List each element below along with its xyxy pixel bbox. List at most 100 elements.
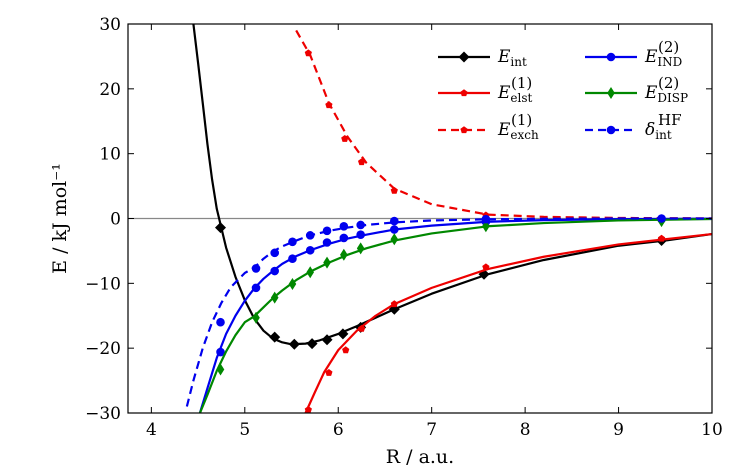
series-line-dhf xyxy=(185,217,712,407)
data-point-ind xyxy=(390,225,399,234)
legend-superscript-exch: (1) xyxy=(511,111,532,129)
data-point-disp xyxy=(306,266,315,279)
x-tick-label: 4 xyxy=(146,420,157,440)
x-tick-label: 9 xyxy=(613,420,624,440)
legend-superscript-disp: (2) xyxy=(658,74,679,92)
x-tick-label: 7 xyxy=(426,420,437,440)
x-tick-label: 6 xyxy=(333,420,344,440)
data-point-ind xyxy=(322,238,332,247)
data-point-elst xyxy=(325,369,333,376)
data-point-int xyxy=(337,328,349,340)
data-point-dhf xyxy=(390,216,399,226)
legend-label-dhf: δint xyxy=(645,120,672,142)
data-point-dhf xyxy=(305,231,315,240)
data-point-elst xyxy=(482,263,490,271)
y-tick-label: 0 xyxy=(110,210,121,230)
data-point-dhf xyxy=(288,237,297,247)
legend-marker-elst xyxy=(460,89,468,97)
data-point-ind xyxy=(251,283,261,293)
data-point-dhf xyxy=(251,264,261,273)
y-tick-label: 10 xyxy=(99,145,121,165)
legend-label-elst: Eelst xyxy=(497,83,533,105)
data-point-disp xyxy=(288,277,297,290)
data-point-int xyxy=(215,222,227,234)
x-tick-label: 10 xyxy=(701,420,723,440)
data-point-dhf xyxy=(270,248,280,258)
series-layer xyxy=(185,24,712,413)
data-point-ind xyxy=(288,254,297,263)
legend-superscript-elst: (1) xyxy=(511,74,532,92)
data-point-ind xyxy=(305,245,315,255)
legend-marker-ind xyxy=(606,52,616,62)
data-point-dhf xyxy=(339,221,349,231)
data-point-exch xyxy=(390,186,398,194)
data-point-disp xyxy=(270,291,279,304)
data-point-disp xyxy=(216,363,225,376)
legend-entry-elst: Eelst(1) xyxy=(438,74,533,105)
data-point-elst xyxy=(657,234,666,242)
legend-superscript-ind: (2) xyxy=(658,38,679,56)
series-elst xyxy=(304,232,712,413)
x-tick-label: 5 xyxy=(239,420,250,440)
series-exch xyxy=(295,29,712,222)
y-tick-label: −30 xyxy=(85,404,121,424)
data-point-dhf xyxy=(481,214,491,224)
y-tick-label: 20 xyxy=(99,80,121,100)
legend-marker-disp xyxy=(607,87,615,99)
data-point-disp xyxy=(323,256,331,269)
data-point-ind xyxy=(270,266,280,276)
data-point-elst xyxy=(342,346,350,354)
data-point-int xyxy=(306,338,318,350)
data-point-dhf xyxy=(216,317,225,327)
data-point-ind xyxy=(356,230,365,240)
series-disp xyxy=(198,215,712,413)
y-tick-label: 30 xyxy=(99,15,121,35)
data-point-dhf xyxy=(356,220,365,230)
legend-marker-dhf xyxy=(606,125,616,135)
legend-label-exch: Eexch xyxy=(497,120,539,142)
data-point-disp xyxy=(252,311,260,324)
data-point-disp xyxy=(482,220,490,233)
data-point-ind xyxy=(216,347,225,357)
data-point-exch xyxy=(357,158,366,166)
y-axis-label: E / kJ mol⁻¹ xyxy=(49,163,71,274)
data-point-disp xyxy=(390,233,399,246)
legend-entry-ind: EIND(2) xyxy=(585,38,682,69)
data-point-elst xyxy=(357,324,366,332)
legend-label-disp: EDISP xyxy=(644,83,688,105)
data-point-disp xyxy=(340,248,348,261)
axes-layer: 4 5 6 7 8 9 10 −30 −20 −10 0 10 20 30 xyxy=(85,15,723,440)
data-point-elst xyxy=(390,300,398,308)
y-tick-label: −20 xyxy=(85,339,121,359)
y-tick-label: −10 xyxy=(85,274,121,294)
data-point-disp xyxy=(356,242,365,255)
legend-superscript-dhf: HF xyxy=(658,111,682,129)
series-line-ind xyxy=(198,217,712,413)
data-point-dhf xyxy=(322,226,332,236)
legend-entry-int: Eint xyxy=(438,47,527,69)
data-point-int xyxy=(288,338,300,350)
x-axis-label: R / a.u. xyxy=(386,446,454,468)
legend-label-int: Eint xyxy=(497,47,527,69)
series-line-elst xyxy=(304,232,712,413)
series-dhf xyxy=(185,214,712,407)
data-point-int xyxy=(321,334,333,346)
data-point-int xyxy=(269,331,281,343)
series-line-disp xyxy=(198,217,712,413)
legend-entry-exch: Eexch(1) xyxy=(438,111,539,142)
data-point-exch xyxy=(325,101,333,109)
legend-marker-exch xyxy=(460,126,468,134)
data-point-exch xyxy=(341,134,349,142)
legend: EintEelst(1)Eexch(1)EIND(2)EDISP(2)δintH… xyxy=(438,38,688,142)
data-point-dhf xyxy=(657,214,666,223)
x-tick-label: 8 xyxy=(520,420,531,440)
legend-marker-int xyxy=(458,51,470,63)
legend-label-ind: EIND xyxy=(644,47,682,69)
data-point-elst xyxy=(304,405,312,413)
legend-entry-disp: EDISP(2) xyxy=(585,74,688,105)
data-point-ind xyxy=(339,233,349,243)
series-line-int xyxy=(192,24,712,346)
data-point-exch xyxy=(304,49,312,57)
